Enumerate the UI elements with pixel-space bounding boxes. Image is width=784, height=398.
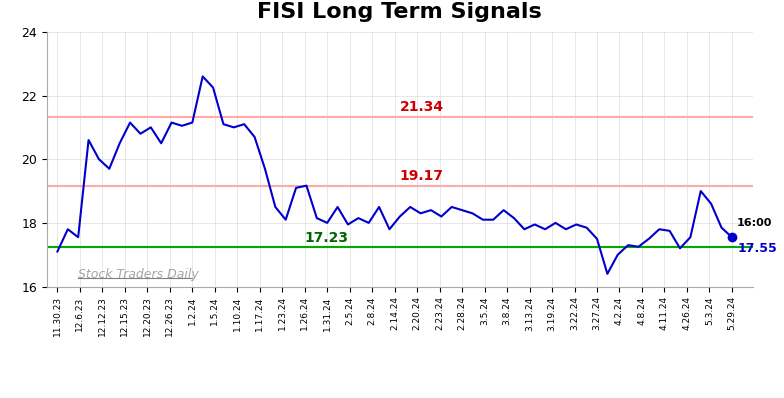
- Text: Stock Traders Daily: Stock Traders Daily: [78, 268, 199, 281]
- Text: 17.55: 17.55: [737, 242, 777, 255]
- Text: 17.23: 17.23: [304, 231, 348, 245]
- Text: 21.34: 21.34: [400, 100, 444, 114]
- Text: 19.17: 19.17: [400, 169, 444, 183]
- Title: FISI Long Term Signals: FISI Long Term Signals: [257, 2, 543, 22]
- Text: 16:00: 16:00: [737, 218, 772, 228]
